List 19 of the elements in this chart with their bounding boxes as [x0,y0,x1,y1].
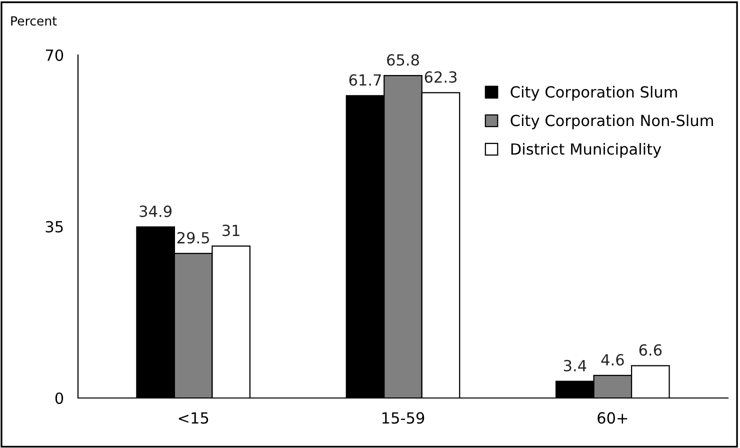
y-tick-label: 0 [55,392,64,404]
data-label: 34.9 [140,206,172,218]
x-tick-label: 60+ [598,412,628,424]
legend-label: City Corporation Slum [510,86,677,101]
x-tick-label: <15 [178,412,208,424]
data-label: 65.8 [387,54,419,66]
data-label: 62.3 [424,71,457,83]
y-tick-label: 70 [46,49,64,62]
data-label: 3.4 [564,360,586,372]
y-axis-title: Percent [11,16,57,26]
legend-label: District Municipality [511,142,662,158]
legend-label: City Corporation Non-Slum [510,114,713,130]
data-label: 61.7 [349,74,381,86]
data-label: 4.6 [601,354,624,366]
data-label: 31 [222,224,240,236]
y-tick-label: 35 [46,220,63,233]
data-label: 6.6 [639,344,662,356]
x-tick-label: 15-59 [382,412,424,424]
data-label: 29.5 [177,232,209,244]
